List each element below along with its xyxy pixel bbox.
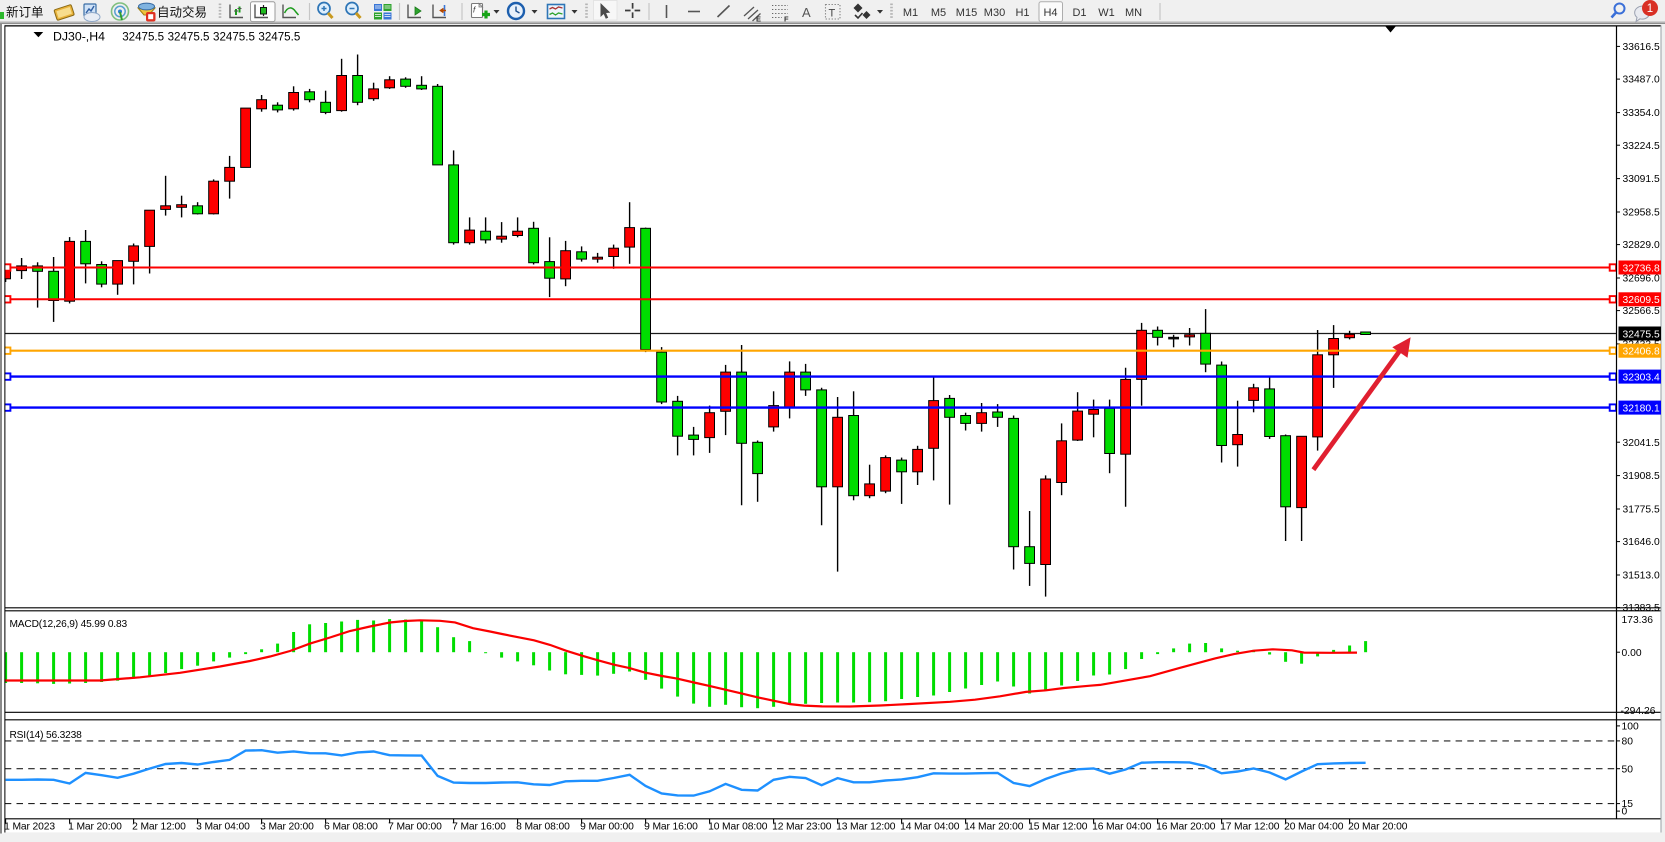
svg-text:D1: D1 xyxy=(1072,7,1086,19)
svg-text:自动交易: 自动交易 xyxy=(157,5,207,20)
svg-text:1 Mar 2023: 1 Mar 2023 xyxy=(4,822,55,833)
svg-text:100: 100 xyxy=(1622,722,1639,733)
svg-text:H1: H1 xyxy=(1015,7,1029,19)
svg-text:14 Mar 04:00: 14 Mar 04:00 xyxy=(900,822,960,833)
svg-text:T: T xyxy=(829,8,836,20)
svg-text:1: 1 xyxy=(1647,3,1653,15)
svg-text:W1: W1 xyxy=(1098,7,1115,19)
svg-text:MACD(12,26,9) 45.99 0.83: MACD(12,26,9) 45.99 0.83 xyxy=(10,619,128,630)
svg-text:32829.0: 32829.0 xyxy=(1623,240,1660,251)
svg-text:33487.0: 33487.0 xyxy=(1623,75,1660,86)
svg-text:8 Mar 08:00: 8 Mar 08:00 xyxy=(516,822,570,833)
svg-text:31513.0: 31513.0 xyxy=(1623,571,1660,582)
svg-text:32041.5: 32041.5 xyxy=(1623,438,1660,449)
svg-text:M1: M1 xyxy=(903,7,918,19)
svg-text:33091.5: 33091.5 xyxy=(1623,174,1660,185)
svg-text:F: F xyxy=(784,15,789,24)
svg-text:20 Mar 04:00: 20 Mar 04:00 xyxy=(1284,822,1344,833)
svg-text:32475.5: 32475.5 xyxy=(213,30,255,43)
svg-text:f: f xyxy=(473,6,476,15)
svg-text:32609.5: 32609.5 xyxy=(1623,295,1660,306)
svg-text:15 Mar 12:00: 15 Mar 12:00 xyxy=(1028,822,1088,833)
svg-text:32475.5: 32475.5 xyxy=(168,30,210,43)
svg-text:M30: M30 xyxy=(984,7,1005,19)
svg-text:15: 15 xyxy=(1622,799,1634,810)
svg-text:12 Mar 23:00: 12 Mar 23:00 xyxy=(772,822,832,833)
svg-text:32566.5: 32566.5 xyxy=(1623,306,1660,317)
svg-text:10 Mar 08:00: 10 Mar 08:00 xyxy=(708,822,768,833)
svg-text:3 Mar 04:00: 3 Mar 04:00 xyxy=(196,822,250,833)
svg-text:31908.5: 31908.5 xyxy=(1623,471,1660,482)
svg-text:32736.8: 32736.8 xyxy=(1623,263,1660,274)
svg-text:9 Mar 00:00: 9 Mar 00:00 xyxy=(580,822,634,833)
svg-text:E: E xyxy=(756,15,761,24)
svg-text:32303.4: 32303.4 xyxy=(1623,372,1660,383)
svg-text:M5: M5 xyxy=(931,7,946,19)
svg-text:32180.1: 32180.1 xyxy=(1623,403,1660,414)
svg-text:DJ30-,H4: DJ30-,H4 xyxy=(53,29,105,43)
svg-text:32475.5: 32475.5 xyxy=(1623,329,1660,340)
svg-text:33224.5: 33224.5 xyxy=(1623,141,1660,152)
svg-text:31383.5: 31383.5 xyxy=(1623,603,1660,614)
svg-text:M15: M15 xyxy=(956,7,977,19)
svg-text:0: 0 xyxy=(1622,807,1628,818)
svg-text:16 Mar 04:00: 16 Mar 04:00 xyxy=(1092,822,1152,833)
svg-text:3 Mar 20:00: 3 Mar 20:00 xyxy=(260,822,314,833)
svg-text:1 Mar 20:00: 1 Mar 20:00 xyxy=(68,822,122,833)
svg-text:173.36: 173.36 xyxy=(1622,615,1654,626)
svg-text:32406.8: 32406.8 xyxy=(1623,347,1660,358)
svg-text:80: 80 xyxy=(1622,737,1634,748)
svg-text:7 Mar 00:00: 7 Mar 00:00 xyxy=(388,822,442,833)
svg-text:17 Mar 12:00: 17 Mar 12:00 xyxy=(1220,822,1280,833)
svg-text:32475.5: 32475.5 xyxy=(258,30,300,43)
svg-text:31646.0: 31646.0 xyxy=(1623,537,1660,548)
svg-text:31775.5: 31775.5 xyxy=(1623,505,1660,516)
svg-text:32958.5: 32958.5 xyxy=(1623,208,1660,219)
svg-text:32696.0: 32696.0 xyxy=(1623,274,1660,285)
svg-text:33354.0: 33354.0 xyxy=(1623,108,1660,119)
svg-text:14 Mar 20:00: 14 Mar 20:00 xyxy=(964,822,1024,833)
svg-text:7 Mar 16:00: 7 Mar 16:00 xyxy=(452,822,506,833)
svg-text:33616.5: 33616.5 xyxy=(1623,42,1660,53)
svg-text:A: A xyxy=(802,5,811,20)
svg-text:H4: H4 xyxy=(1043,7,1057,19)
svg-text:9 Mar 16:00: 9 Mar 16:00 xyxy=(644,822,698,833)
svg-text:-294.26: -294.26 xyxy=(1621,706,1656,717)
svg-text:13 Mar 12:00: 13 Mar 12:00 xyxy=(836,822,896,833)
svg-text:6 Mar 08:00: 6 Mar 08:00 xyxy=(324,822,378,833)
svg-text:20 Mar 20:00: 20 Mar 20:00 xyxy=(1348,822,1408,833)
svg-text:16 Mar 20:00: 16 Mar 20:00 xyxy=(1156,822,1216,833)
svg-text:50: 50 xyxy=(1622,764,1634,775)
svg-text:32475.5: 32475.5 xyxy=(122,30,164,43)
svg-text:0.00: 0.00 xyxy=(1622,648,1642,659)
svg-text:MN: MN xyxy=(1125,7,1142,19)
svg-text:RSI(14) 56.3238: RSI(14) 56.3238 xyxy=(10,730,83,741)
svg-text:新订单: 新订单 xyxy=(6,5,44,20)
svg-text:2 Mar 12:00: 2 Mar 12:00 xyxy=(132,822,186,833)
